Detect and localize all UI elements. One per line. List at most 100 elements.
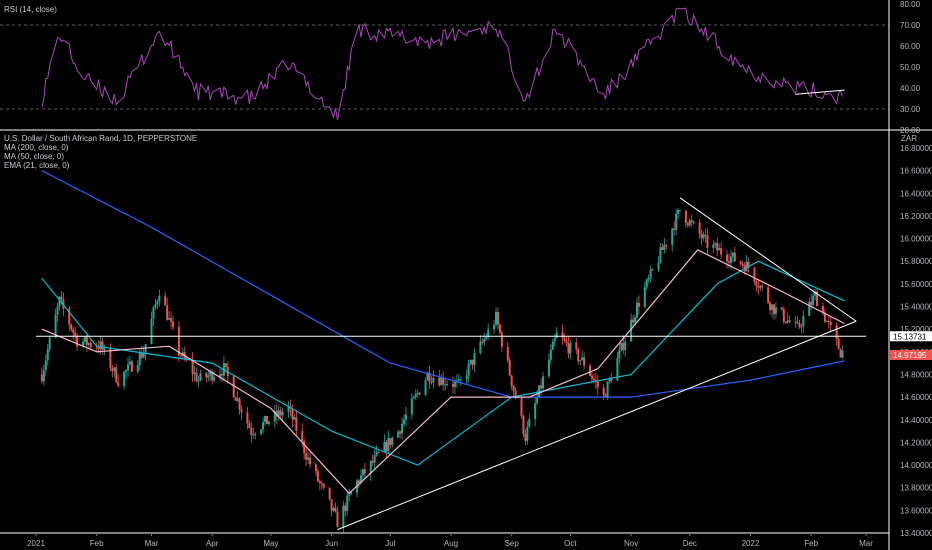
candle-body[interactable] (220, 374, 223, 376)
candle-body[interactable] (314, 464, 317, 471)
candle-body[interactable] (608, 378, 611, 382)
candle-body[interactable] (835, 325, 838, 339)
candle-body[interactable] (536, 397, 539, 404)
candle-body[interactable] (772, 304, 775, 314)
candle-body[interactable] (665, 244, 668, 246)
candle-body[interactable] (630, 319, 633, 342)
candle-body[interactable] (273, 411, 276, 422)
candle-body[interactable] (610, 378, 613, 381)
candle-body[interactable] (322, 484, 325, 488)
candle-body[interactable] (634, 317, 637, 323)
candle-body[interactable] (113, 367, 116, 372)
candle-body[interactable] (375, 452, 378, 456)
candle-body[interactable] (359, 475, 362, 484)
candle-body[interactable] (825, 320, 828, 322)
candle-body[interactable] (95, 346, 98, 348)
candle-body[interactable] (140, 352, 143, 358)
candle-body[interactable] (101, 341, 104, 350)
candle-body[interactable] (624, 341, 627, 351)
candle-body[interactable] (357, 480, 360, 484)
candle-body[interactable] (688, 220, 691, 226)
candle-body[interactable] (279, 410, 282, 416)
candle-body[interactable] (526, 426, 529, 441)
candle-body[interactable] (618, 350, 621, 359)
candle-body[interactable] (810, 301, 813, 305)
candle-body[interactable] (498, 324, 501, 333)
candle-body[interactable] (265, 416, 268, 425)
candle-body[interactable] (89, 343, 92, 347)
candle-body[interactable] (250, 428, 253, 435)
candle-body[interactable] (373, 455, 376, 463)
candle-body[interactable] (350, 492, 353, 495)
candle-body[interactable] (782, 309, 785, 322)
candle-body[interactable] (563, 338, 566, 341)
candle-body[interactable] (487, 329, 490, 338)
candle-body[interactable] (547, 359, 550, 377)
candle-body[interactable] (115, 367, 118, 383)
candle-body[interactable] (168, 318, 171, 320)
candle-body[interactable] (195, 372, 198, 382)
candle-body[interactable] (281, 412, 284, 416)
candle-body[interactable] (759, 285, 762, 288)
candle-body[interactable] (657, 262, 660, 270)
candle-body[interactable] (500, 332, 503, 347)
candle-body[interactable] (774, 307, 777, 314)
candle-body[interactable] (262, 421, 265, 430)
candle-body[interactable] (555, 332, 558, 339)
candle-body[interactable] (690, 220, 693, 222)
candle-body[interactable] (224, 363, 227, 368)
candle-body[interactable] (193, 372, 196, 375)
candle-body[interactable] (596, 381, 599, 388)
candle-body[interactable] (616, 358, 619, 381)
candle-body[interactable] (767, 287, 770, 303)
candle-body[interactable] (841, 350, 844, 358)
resistance-trendline[interactable] (679, 197, 857, 322)
candle-body[interactable] (170, 318, 173, 322)
study-ma200[interactable]: MA (200, close, 0) (4, 143, 69, 152)
candle-body[interactable] (207, 375, 210, 378)
candle-body[interactable] (138, 352, 141, 366)
candle-body[interactable] (520, 398, 523, 417)
candle-body[interactable] (40, 374, 43, 382)
candle-body[interactable] (293, 417, 296, 420)
candle-body[interactable] (81, 341, 84, 347)
candle-body[interactable] (473, 352, 476, 365)
study-ma50[interactable]: MA (50, close, 0) (4, 152, 64, 161)
candle-body[interactable] (675, 213, 678, 230)
candle-body[interactable] (702, 234, 705, 239)
candle-body[interactable] (704, 234, 707, 236)
candle-body[interactable] (444, 384, 447, 386)
candle-body[interactable] (191, 360, 194, 375)
candle-body[interactable] (60, 296, 63, 300)
candle-body[interactable] (590, 375, 593, 379)
candle-body[interactable] (712, 244, 715, 248)
candle-body[interactable] (301, 430, 304, 441)
candle-body[interactable] (540, 385, 543, 389)
candle-body[interactable] (252, 434, 255, 436)
candle-body[interactable] (677, 210, 680, 214)
candle-body[interactable] (485, 337, 488, 339)
candle-body[interactable] (798, 323, 801, 327)
candle-body[interactable] (291, 408, 294, 420)
candle-body[interactable] (528, 419, 531, 427)
candle-body[interactable] (389, 438, 392, 445)
candle-body[interactable] (700, 233, 703, 239)
candle-body[interactable] (714, 243, 717, 245)
candle-body[interactable] (622, 342, 625, 351)
candle-body[interactable] (479, 341, 482, 353)
candle-body[interactable] (103, 347, 106, 350)
candle-body[interactable] (761, 285, 764, 288)
candle-body[interactable] (371, 460, 374, 463)
candle-body[interactable] (85, 336, 88, 345)
candle-body[interactable] (816, 291, 819, 307)
candle-body[interactable] (780, 307, 783, 310)
candle-body[interactable] (661, 247, 664, 250)
support-trendline[interactable] (337, 320, 857, 531)
candle-body[interactable] (410, 398, 413, 415)
candle-body[interactable] (794, 321, 797, 323)
candle-body[interactable] (97, 347, 100, 350)
candle-body[interactable] (823, 312, 826, 322)
candle-body[interactable] (99, 341, 102, 350)
candle-body[interactable] (424, 380, 427, 395)
